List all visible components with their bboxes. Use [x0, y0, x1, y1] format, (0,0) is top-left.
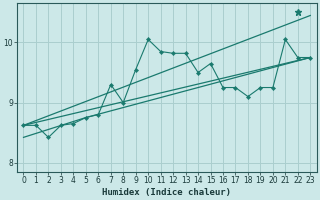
X-axis label: Humidex (Indice chaleur): Humidex (Indice chaleur) — [102, 188, 231, 197]
